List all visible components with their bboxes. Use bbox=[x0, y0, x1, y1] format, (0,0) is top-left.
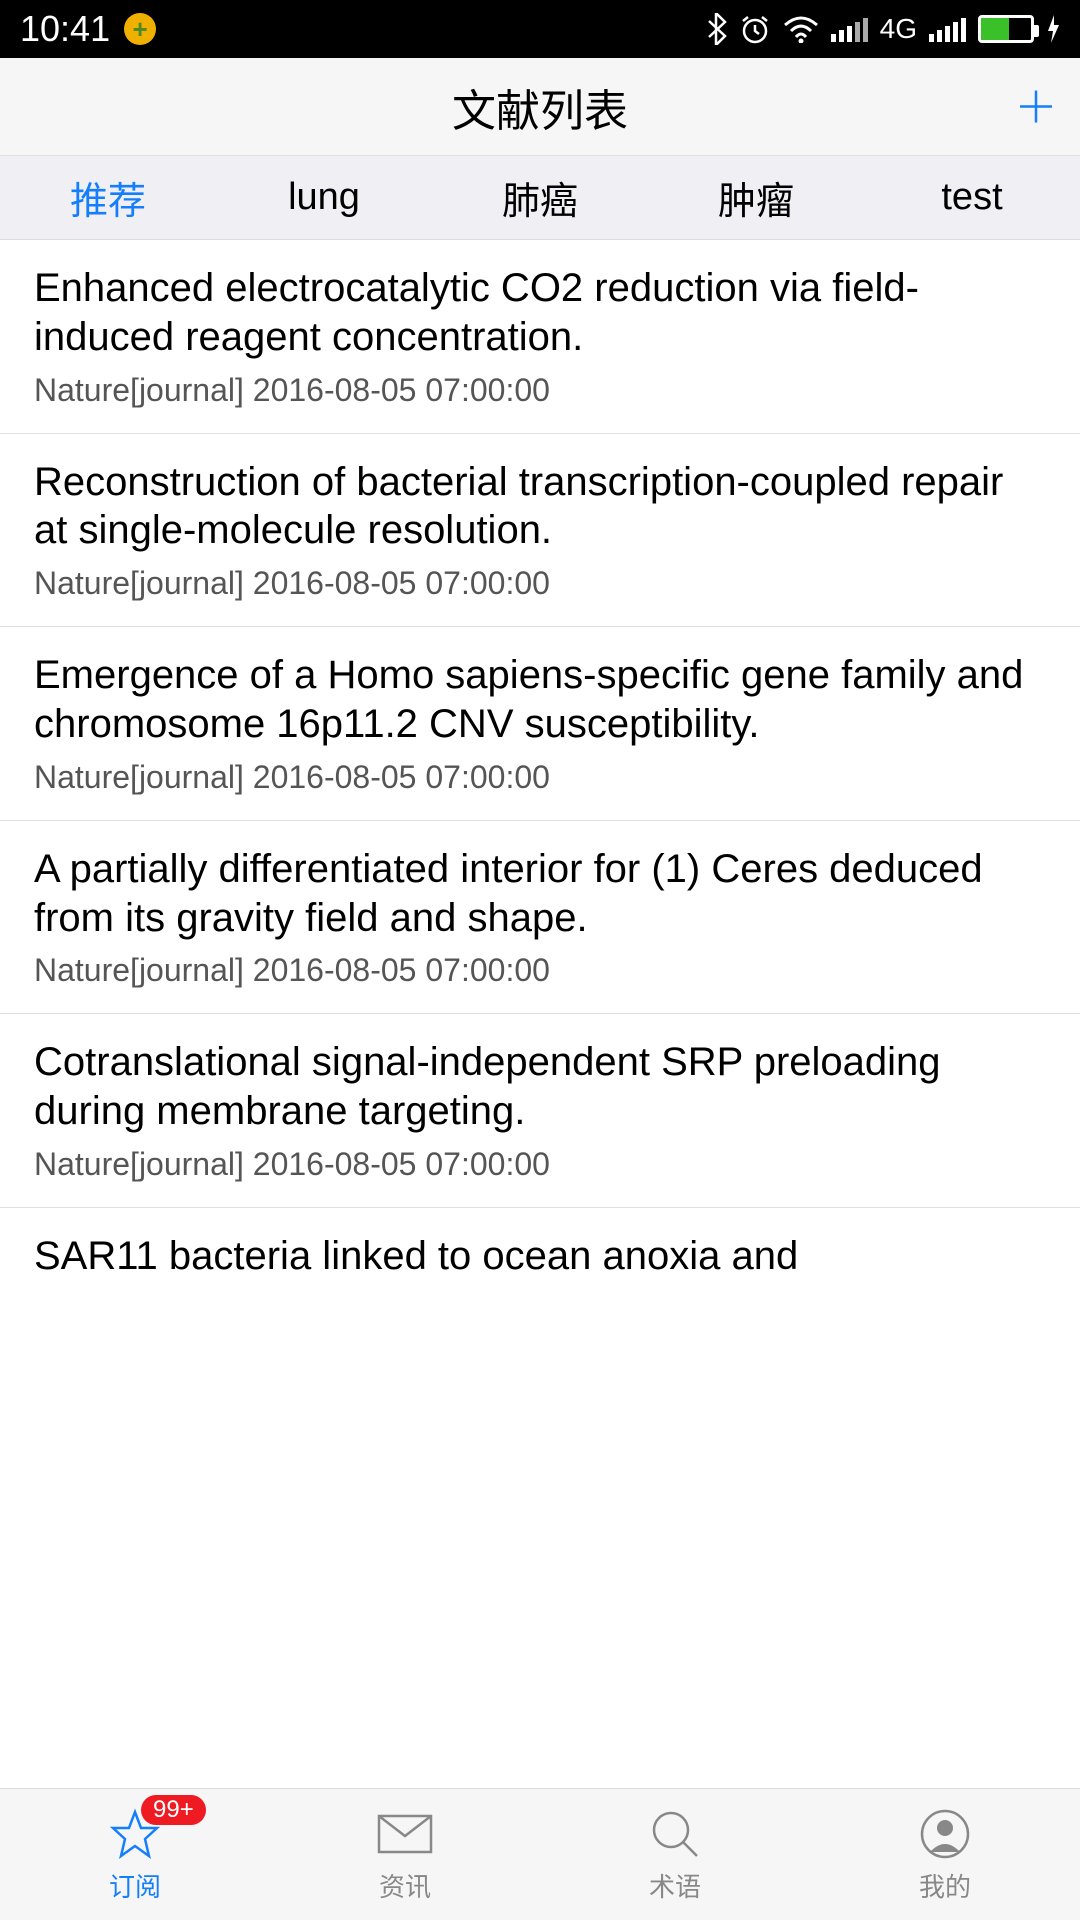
add-button[interactable] bbox=[1016, 74, 1056, 139]
header-bar: 文献列表 bbox=[0, 58, 1080, 156]
article-meta: Nature[journal] 2016-08-05 07:00:00 bbox=[34, 952, 1046, 989]
search-icon bbox=[649, 1808, 701, 1860]
battery-icon bbox=[978, 15, 1034, 43]
tab-test[interactable]: test bbox=[864, 176, 1080, 219]
article-title: SAR11 bacteria linked to ocean anoxia an… bbox=[34, 1232, 1046, 1281]
alarm-icon bbox=[739, 13, 771, 45]
article-title: Emergence of a Homo sapiens-specific gen… bbox=[34, 651, 1046, 749]
nav-label: 订阅 bbox=[109, 1867, 161, 1904]
nav-terms[interactable]: 术语 bbox=[540, 1789, 810, 1920]
bottom-nav: 订阅 99+ 资讯 术语 我的 bbox=[0, 1788, 1080, 1920]
tab-lung[interactable]: lung bbox=[216, 176, 432, 219]
profile-icon bbox=[919, 1808, 971, 1860]
article-list[interactable]: Enhanced electrocatalytic CO2 reduction … bbox=[0, 240, 1080, 1788]
status-right: 4G bbox=[705, 13, 1060, 45]
list-item[interactable]: Reconstruction of bacterial transcriptio… bbox=[0, 434, 1080, 628]
status-time: 10:41 bbox=[20, 8, 110, 50]
article-meta: Nature[journal] 2016-08-05 07:00:00 bbox=[34, 759, 1046, 796]
article-title: Cotranslational signal-independent SRP p… bbox=[34, 1038, 1046, 1136]
list-item[interactable]: A partially differentiated interior for … bbox=[0, 821, 1080, 1015]
charging-icon bbox=[1046, 15, 1060, 43]
tab-lung-cancer[interactable]: 肺癌 bbox=[432, 170, 648, 225]
network-label: 4G bbox=[880, 13, 917, 45]
status-left: 10:41 bbox=[20, 8, 156, 50]
signal2-icon bbox=[929, 16, 966, 42]
nav-label: 资讯 bbox=[379, 1867, 431, 1904]
tab-tumor[interactable]: 肿瘤 bbox=[648, 170, 864, 225]
article-meta: Nature[journal] 2016-08-05 07:00:00 bbox=[34, 565, 1046, 602]
tab-recommended[interactable]: 推荐 bbox=[0, 170, 216, 225]
list-item[interactable]: Enhanced electrocatalytic CO2 reduction … bbox=[0, 240, 1080, 434]
bluetooth-icon bbox=[705, 13, 727, 45]
tabs-bar: 推荐 lung 肺癌 肿瘤 test bbox=[0, 156, 1080, 240]
wifi-icon bbox=[783, 15, 819, 43]
article-title: Reconstruction of bacterial transcriptio… bbox=[34, 458, 1046, 556]
nav-label: 术语 bbox=[649, 1867, 701, 1904]
nav-profile[interactable]: 我的 bbox=[810, 1789, 1080, 1920]
article-meta: Nature[journal] 2016-08-05 07:00:00 bbox=[34, 1146, 1046, 1183]
list-item[interactable]: Cotranslational signal-independent SRP p… bbox=[0, 1014, 1080, 1208]
list-item[interactable]: SAR11 bacteria linked to ocean anoxia an… bbox=[0, 1208, 1080, 1281]
status-bar: 10:41 4G bbox=[0, 0, 1080, 58]
nav-badge: 99+ bbox=[141, 1795, 206, 1825]
list-item[interactable]: Emergence of a Homo sapiens-specific gen… bbox=[0, 627, 1080, 821]
nav-label: 我的 bbox=[919, 1867, 971, 1904]
signal1-icon bbox=[831, 16, 868, 42]
nav-subscribe[interactable]: 订阅 99+ bbox=[0, 1789, 270, 1920]
plus-icon bbox=[1016, 86, 1056, 126]
article-title: A partially differentiated interior for … bbox=[34, 845, 1046, 943]
nav-news[interactable]: 资讯 bbox=[270, 1789, 540, 1920]
article-meta: Nature[journal] 2016-08-05 07:00:00 bbox=[34, 372, 1046, 409]
mail-icon bbox=[377, 1814, 433, 1854]
article-title: Enhanced electrocatalytic CO2 reduction … bbox=[34, 264, 1046, 362]
page-title: 文献列表 bbox=[452, 75, 628, 139]
coin-icon bbox=[124, 13, 156, 45]
